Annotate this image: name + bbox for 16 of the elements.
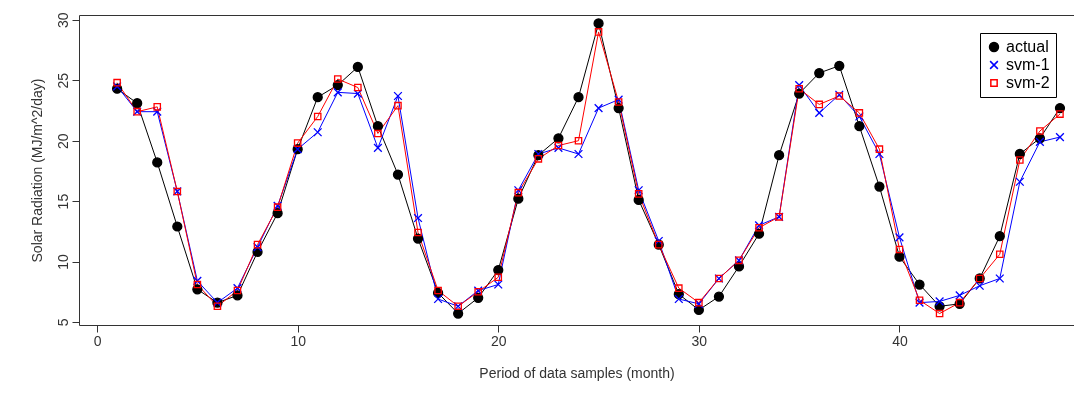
y-tick-label: 30	[54, 12, 71, 29]
y-tick-label: 10	[54, 254, 71, 270]
y-tick-label: 25	[54, 72, 71, 89]
x-tick-label: 0	[93, 332, 102, 349]
legend-label: actual	[1006, 38, 1049, 55]
y-tick-label: 5	[54, 318, 71, 327]
x-tick-label: 20	[490, 332, 507, 349]
y-axis-title: Solar Radiation (MJ/m^2/day)	[28, 78, 45, 263]
legend-label: svm-1	[1006, 56, 1050, 73]
x-tick-label: 30	[691, 332, 708, 349]
legend-label: svm-2	[1006, 74, 1050, 91]
x-axis-title: Period of data samples (month)	[479, 364, 675, 381]
x-tick-label: 40	[892, 332, 908, 349]
y-tick-label: 20	[54, 133, 71, 149]
x-tick-label: 10	[290, 332, 307, 349]
y-tick-label: 15	[54, 193, 71, 210]
